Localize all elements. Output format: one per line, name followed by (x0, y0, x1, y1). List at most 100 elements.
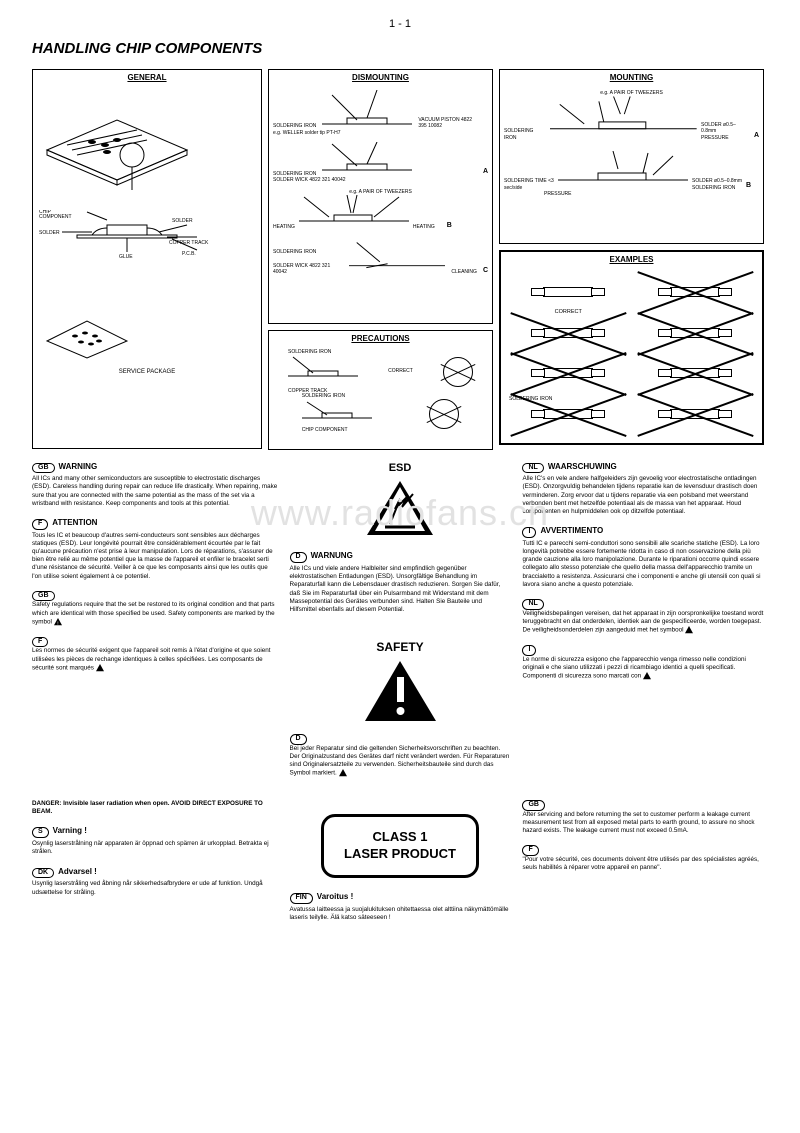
mounting-b-icon (558, 151, 688, 191)
dismounting-diagram: SOLDERING IRON VACUUM PISTON 4822 395 10… (269, 86, 492, 339)
block-danger-laser: DANGER: Invisible laser radiation when o… (32, 800, 278, 816)
svg-text:COMPONENT: COMPONENT (39, 214, 72, 220)
block-gb-leakage: GB After servicing and before returning … (522, 800, 768, 835)
example-cell: SOLDERING IRON (507, 396, 630, 433)
lang-f: F (32, 519, 48, 530)
panel-dismounting-title: DISMOUNTING (269, 70, 492, 86)
block-f-safety: F Les normes de sécurité exigent que l'a… (32, 637, 278, 673)
f-attention-title: ATTENTION (52, 518, 97, 527)
lbl-cleaning: CLEANING (451, 269, 477, 275)
marker-b: B (447, 222, 452, 231)
i-avvertimento-title: AVVERTIMENTO (540, 526, 603, 535)
panel-general: GENERAL CHIP (32, 69, 262, 449)
block-nl-waarschuwing: NL WAARSCHUWING Alle IC's en vele andere … (522, 462, 768, 517)
mounting-a-icon (550, 96, 697, 141)
lang-i-2: I (522, 645, 536, 656)
p-lbl-chip: CHIP COMPONENT (302, 427, 372, 433)
block-gb-warning: GB WARNING All ICs and many other semicon… (32, 462, 278, 508)
text-section-esd: GB WARNING All ICs and many other semicon… (32, 462, 768, 789)
lang-nl: NL (522, 463, 543, 474)
precaution-wrong-icon (443, 357, 473, 387)
s-varning-title: Varning ! (53, 826, 87, 835)
bottom-col-right: GB After servicing and before returning … (522, 800, 768, 932)
precaution-correct-icon (288, 355, 358, 385)
main-heading: HANDLING CHIP COMPONENTS (32, 40, 768, 59)
lbl-heating-2: HEATING (413, 224, 435, 230)
heating-sketch-icon (299, 195, 409, 230)
gb-warning-title: WARNING (59, 462, 98, 471)
panels-row: GENERAL CHIP (32, 69, 768, 450)
block-i-avvertimento: I AVVERTIMENTO Tutti IC e parecchi semi-c… (522, 526, 768, 589)
lang-gb: GB (32, 463, 55, 474)
svg-text:P.C.B.: P.C.B. (182, 251, 196, 257)
examples-grid: CORRECT SOLDERING IRON (501, 268, 762, 439)
lbl-heating: HEATING (273, 224, 295, 230)
warning-triangle-icon: ! (54, 618, 62, 626)
lbl-service-package: SERVICE PACKAGE (37, 369, 257, 377)
nl-waarschuwing-text: Alle IC's en vele andere halfgeleiders z… (522, 475, 768, 516)
s-varning-text: Osynlig laserstrålning när apparaten är … (32, 840, 278, 856)
cleaning-sketch-icon (349, 240, 445, 275)
m-marker-a: A (754, 132, 759, 141)
bottom-col-left: DANGER: Invisible laser radiation when o… (32, 800, 278, 932)
warning-triangle-icon (96, 664, 104, 672)
precaution-cup-icon (429, 399, 459, 429)
svg-text:SOLDER: SOLDER (39, 230, 60, 236)
class1-line2: LASER PRODUCT (344, 846, 456, 863)
danger-laser-text: DANGER: Invisible laser radiation when o… (32, 800, 278, 816)
text-col-left: GB WARNING All ICs and many other semicon… (32, 462, 278, 789)
example-cell (507, 314, 630, 351)
precaution-row2-icon (302, 400, 372, 425)
panel-mounting: MOUNTING e.g. A PAIR OF TWEEZERS SOLDERI… (499, 69, 764, 244)
block-d-warnung: D WARNUNG Alle ICs und viele andere Halbl… (290, 551, 511, 614)
panels-col-2: DISMOUNTING SOLDERING IRON VACUUM PISTON… (268, 69, 493, 450)
lang-f-2: F (32, 637, 48, 648)
m-lbl-pressure-2: PRESSURE (544, 191, 759, 197)
class1-line1: CLASS 1 (344, 829, 456, 846)
m-lbl-iron: SOLDERING IRON (504, 128, 546, 141)
panel-examples-title: EXAMPLES (501, 252, 762, 268)
class1-laser-box: CLASS 1 LASER PRODUCT (321, 814, 479, 878)
text-section-laser: DANGER: Invisible laser radiation when o… (32, 800, 768, 932)
lang-gb-2: GB (32, 591, 55, 602)
lang-fin: FIN (290, 893, 313, 904)
example-cell (507, 355, 630, 392)
lang-i: I (522, 527, 536, 538)
nl-waarschuwing-title: WAARSCHUWING (548, 462, 617, 471)
m-lbl-pressure: PRESSURE (701, 135, 750, 141)
m-lbl-time: SOLDERING TIME <3 sec/side (504, 178, 554, 191)
mounting-diagram: e.g. A PAIR OF TWEEZERS SOLDERING IRON (500, 86, 763, 202)
block-dk-advarsel: DKAdvarsel ! Usynlig laserstråling ved å… (32, 867, 278, 897)
lbl-weller: e.g. WELLER solder tip PT-H7 (273, 130, 488, 136)
page-number: 1 - 1 (32, 18, 768, 32)
lang-nl-2: NL (522, 599, 543, 610)
nl-safety-text: Veiligheidsbepalingen vereisen, dat het … (522, 610, 763, 634)
gb-safety-text: Safety regulations require that the set … (32, 601, 275, 625)
panel-examples: EXAMPLES CORRECT SOLDERING IRON (499, 250, 764, 445)
warning-triangle-icon (339, 769, 347, 777)
gb-warning-text: All ICs and many other semiconductors ar… (32, 475, 278, 508)
f-safety-text: Les normes de sécurité exigent que l'app… (32, 647, 270, 671)
d-warnung-text: Alle ICs und viele andere Halbleiter sin… (290, 565, 511, 614)
example-cell (634, 396, 757, 433)
safety-triangle-icon (363, 659, 438, 724)
d-warnung-title: WARNUNG (311, 551, 353, 560)
text-col-right: NL WAARSCHUWING Alle IC's en vele andere … (522, 462, 768, 789)
block-f-attention: F ATTENTION Tous les IC et beaucoup d'aut… (32, 518, 278, 581)
i-avvertimento-text: Tutti IC e parecchi semi-conduttori sono… (522, 540, 768, 589)
lang-d: D (290, 552, 307, 563)
block-i-safety: I Le norme di sicurezza esigono che l'ap… (522, 645, 768, 681)
precautions-diagram: SOLDERING IRON COPPER TRACK CORRECT SOLD… (269, 347, 492, 439)
panels-col-3: MOUNTING e.g. A PAIR OF TWEEZERS SOLDERI… (499, 69, 764, 450)
marker-c: C (483, 267, 488, 276)
example-cell: CORRECT (507, 274, 630, 311)
m-lbl-solder-2: SOLDER ø0.5–0.8mm (692, 178, 742, 184)
pcb-isometric-icon (37, 100, 197, 190)
lbl-solder-wick: SOLDER WICK 4822 321 40042 (273, 177, 488, 183)
panel-dismounting: DISMOUNTING SOLDERING IRON VACUUM PISTON… (268, 69, 493, 324)
f-attention-text: Tous les IC et beaucoup d'autres semi-co… (32, 532, 278, 581)
d-safety-text: Bei jeder Reparatur sind die geltenden S… (290, 745, 510, 777)
lbl-soldering-iron-2: SOLDERING IRON (273, 171, 316, 177)
fin-varoitus-title: Varoitus ! (317, 892, 353, 901)
esd-heading: ESD (389, 462, 412, 476)
